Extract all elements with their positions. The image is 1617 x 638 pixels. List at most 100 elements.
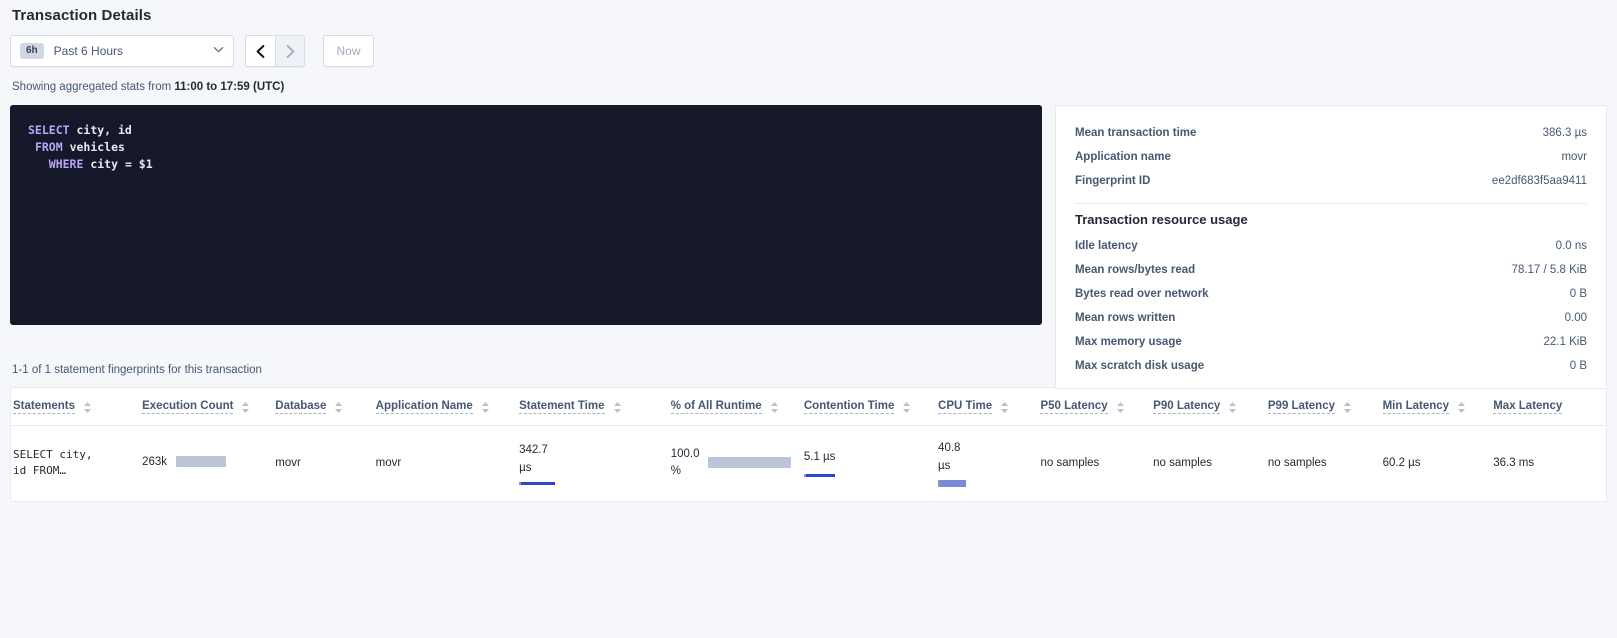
chevron-down-icon [213,46,224,56]
pct-runtime-bar [708,456,792,468]
sort-icon[interactable] [1229,401,1237,413]
cell-application-name: movr [376,426,519,501]
column-header-statement-time[interactable]: Statement Time [519,388,671,426]
column-header-label: Max Latency [1493,400,1563,414]
cpu-time-value: 40.8 [938,442,961,454]
cell-p99-latency: no samples [1268,426,1383,501]
stat-value: 22.1 KiB [1543,336,1587,348]
statement-time-unit: µs [519,461,532,474]
statements-table-card: Statements Execution Count Database Appl… [10,387,1607,502]
statements-table: Statements Execution Count Database Appl… [11,388,1606,501]
now-button[interactable]: Now [323,35,374,67]
stat-value: movr [1561,151,1587,163]
stats-divider [1075,203,1587,204]
time-range-picker[interactable]: 6h Past 6 Hours [10,35,234,67]
sort-icon[interactable] [1116,401,1124,413]
stat-row-bytes-read-over-network: Bytes read over network 0 B [1075,282,1587,306]
time-range-label: Past 6 Hours [53,44,124,58]
column-header-p99-latency[interactable]: P99 Latency [1267,388,1383,426]
cell-max-latency: 36.3 ms [1493,426,1606,501]
column-header-database[interactable]: Database [275,388,376,426]
stat-value: 0.0 ns [1555,240,1587,252]
statement-line-2: id FROM… [13,464,66,478]
sort-icon[interactable] [1344,401,1351,413]
column-header-label: Application Name [375,400,473,414]
stat-value: ee2df683f5aa9411 [1491,175,1587,187]
table-row[interactable]: SELECT city, id FROM… 263k movr movr [11,426,1606,501]
column-header-min-latency[interactable]: Min Latency [1382,388,1494,426]
stat-row-mean-transaction-time: Mean transaction time 386.3 µs [1075,121,1587,145]
statement-time-bar [519,481,556,485]
statement-time-value: 342.7 [519,444,548,456]
sort-icon[interactable] [242,401,250,413]
sort-icon[interactable] [84,401,91,413]
stat-label: Mean rows/bytes read [1075,264,1196,276]
sql-line-1-rest: city, id [69,123,132,137]
page-title: Transaction Details [12,7,152,24]
column-header-execution-count[interactable]: Execution Count [142,388,276,426]
execution-count-value: 263k [142,456,168,469]
sql-statement-panel: SELECT city, id FROM vehicles WHERE city… [10,105,1042,325]
cpu-time-bar [938,479,967,487]
aggregate-note-prefix: Showing aggregated stats from [12,81,175,93]
sql-keyword-from: FROM [34,139,63,154]
cell-statement-time: 342.7 µs [519,426,671,501]
stat-label: Bytes read over network [1075,288,1209,300]
stat-value: 0.00 [1564,312,1587,324]
column-header-label: CPU Time [938,400,993,414]
cell-pct-of-all-runtime: 100.0 % [671,426,804,501]
next-range-button[interactable] [275,35,305,67]
sort-icon[interactable] [481,401,489,413]
column-header-contention-time[interactable]: Contention Time [803,388,939,426]
sql-keyword-select: SELECT [28,123,70,137]
transaction-stats-card: Mean transaction time 386.3 µs Applicati… [1055,105,1607,389]
time-nav-group [245,35,305,67]
column-header-p50-latency[interactable]: P50 Latency [1040,388,1154,426]
previous-range-button[interactable] [245,35,275,67]
column-header-pct-of-all-runtime[interactable]: % of All Runtime [670,388,804,426]
sql-line-2-rest: vehicles [62,139,125,154]
column-header-statements[interactable]: Statements [11,388,143,426]
sort-icon[interactable] [335,401,343,413]
stat-row-mean-rows-written: Mean rows written 0.00 [1075,306,1587,330]
column-header-max-latency[interactable]: Max Latency [1493,388,1606,426]
sql-keyword-where: WHERE [48,156,84,171]
contention-time-value: 5.1 µs [803,451,836,464]
column-header-label: Statements [13,400,75,414]
column-header-label: Execution Count [142,400,234,414]
stat-label: Fingerprint ID [1075,175,1151,187]
column-header-label: Database [275,400,327,414]
toolbar: 6h Past 6 Hours Now [10,35,1607,67]
statement-line-1: SELECT city, [13,448,93,462]
column-header-cpu-time[interactable]: CPU Time [938,388,1041,426]
column-header-application-name[interactable]: Application Name [375,388,520,426]
sort-icon[interactable] [1001,401,1009,413]
max-latency-value: 36.3 ms [1493,457,1535,470]
p50-latency-value: no samples [1040,457,1100,470]
detail-split: SELECT city, id FROM vehicles WHERE city… [10,105,1607,389]
sql-line-3-rest: city = $1 [83,156,153,171]
column-header-label: P90 Latency [1153,400,1221,414]
stat-row-fingerprint-id: Fingerprint ID ee2df683f5aa9411 [1075,169,1587,193]
resource-usage-title: Transaction resource usage [1075,212,1248,227]
column-header-p90-latency[interactable]: P90 Latency [1153,388,1268,426]
time-range-badge: 6h [20,43,44,59]
column-header-label: Contention Time [803,400,895,414]
cell-execution-count: 263k [142,426,275,501]
cell-statement[interactable]: SELECT city, id FROM… [11,426,142,501]
table-header-row: Statements Execution Count Database Appl… [11,388,1606,426]
stat-label: Application name [1075,151,1171,163]
stat-label: Mean transaction time [1075,127,1197,139]
stat-value: 386.3 µs [1542,127,1587,139]
sort-icon[interactable] [1458,401,1466,413]
stat-row-mean-rows-bytes-read: Mean rows/bytes read 78.17 / 5.8 KiB [1075,258,1587,282]
stat-row-max-scratch-disk-usage: Max scratch disk usage 0 B [1075,354,1587,378]
sort-icon[interactable] [613,401,621,413]
column-header-label: Min Latency [1382,400,1450,414]
cell-cpu-time: 40.8 µs [938,426,1040,501]
p99-latency-value: no samples [1267,457,1327,470]
sort-icon[interactable] [903,401,911,413]
stat-row-max-memory-usage: Max memory usage 22.1 KiB [1075,330,1587,354]
sort-icon[interactable] [770,401,778,413]
